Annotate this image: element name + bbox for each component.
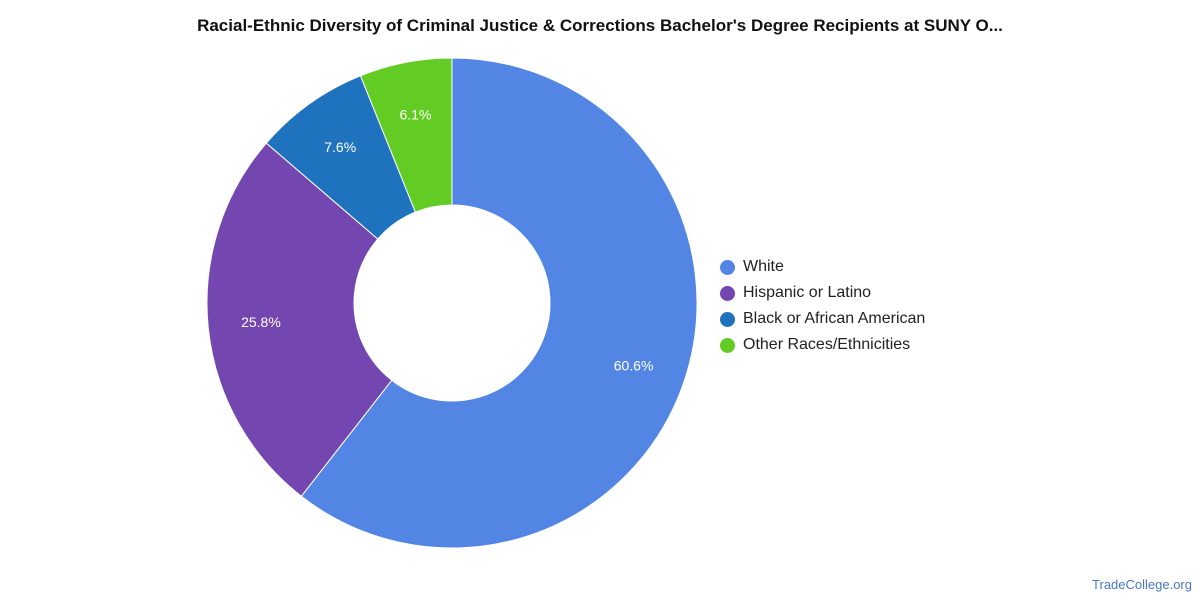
legend-label: Hispanic or Latino [743,284,872,301]
slice-label-other-races-ethnicities: 6.1% [400,107,432,123]
legend-item-white[interactable]: White [720,254,925,280]
slice-label-black-or-african-american: 7.6% [324,139,356,155]
legend-label: Other Races/Ethnicities [743,336,911,353]
legend-swatch [720,311,735,327]
slice-label-hispanic-or-latino: 25.8% [241,314,281,330]
slice-group [206,57,698,549]
chart-title: Racial-Ethnic Diversity of Criminal Just… [197,16,1003,35]
legend-item-hispanic-or-latino[interactable]: Hispanic or Latino [720,280,925,306]
slice-hispanic-or-latino[interactable] [206,142,393,497]
legend-swatch [720,259,735,275]
slice-white[interactable] [300,57,698,549]
slice-other-races-ethnicities[interactable] [359,57,453,213]
slice-label-group: 60.6% 25.8% 7.6% 6.1% [241,107,653,374]
legend-label: Black or African American [743,310,926,327]
watermark[interactable]: TradeCollege.org [1092,577,1192,592]
slice-label-white: 60.6% [614,357,654,373]
legend-item-black-or-african-american[interactable]: Black or African American [720,306,925,332]
legend-swatch [720,285,735,301]
legend-swatch [720,337,735,353]
legend: White Hispanic or Latino Black or African … [720,254,925,358]
legend-item-other-races-ethnicities[interactable]: Other Races/Ethnicities [720,332,925,358]
legend-label: White [743,258,784,275]
